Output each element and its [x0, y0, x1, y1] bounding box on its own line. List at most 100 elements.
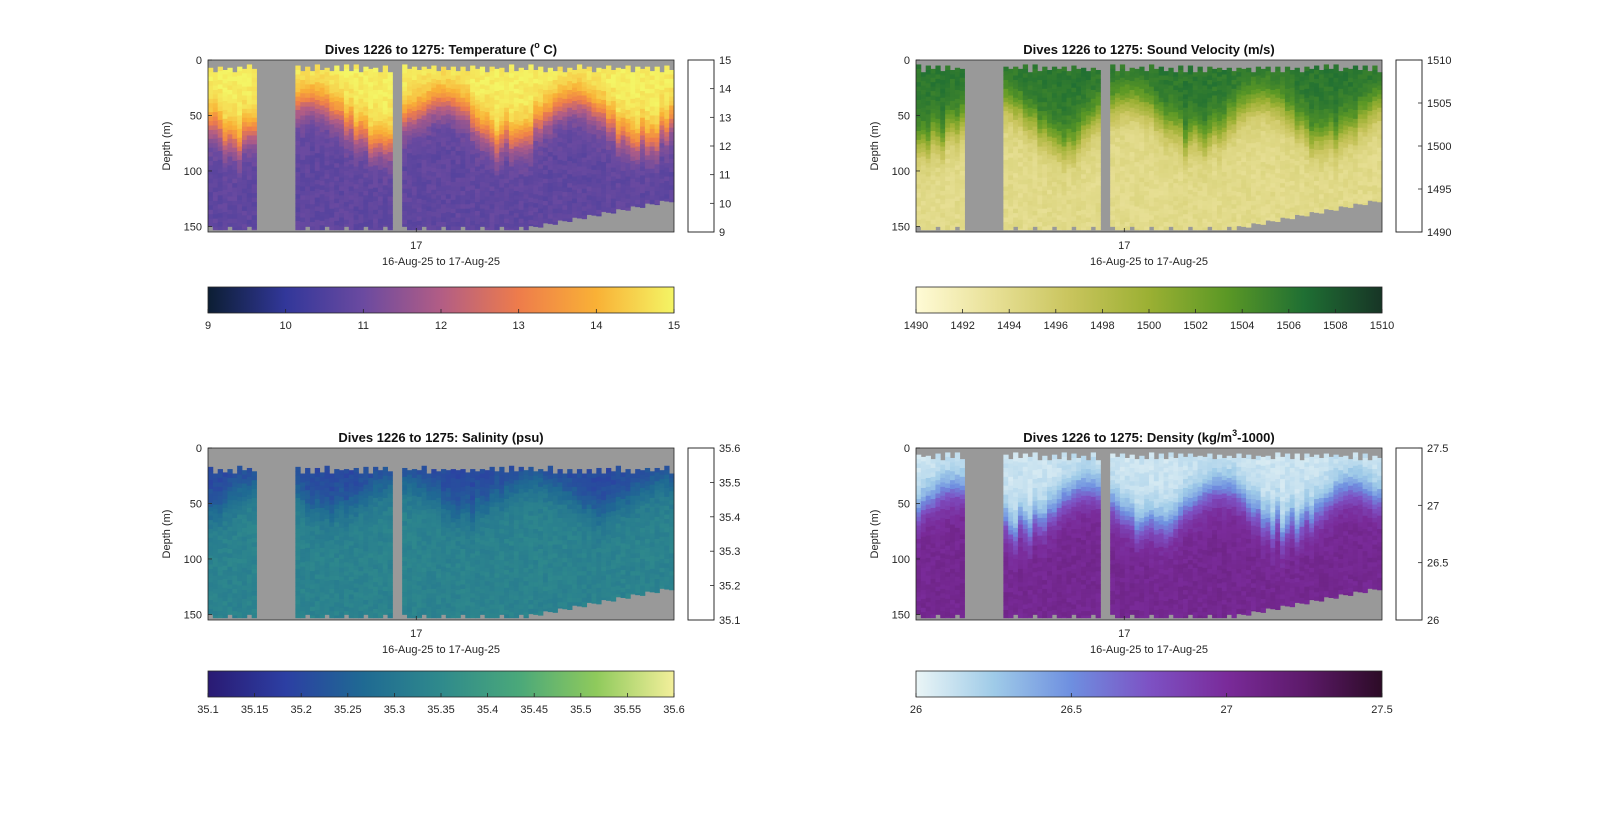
- data-cell: [1042, 66, 1048, 72]
- y-tick-label: 150: [184, 221, 202, 233]
- data-cell: [348, 226, 355, 231]
- data-cell: [920, 89, 927, 95]
- data-cell: [916, 184, 922, 190]
- data-cell: [436, 150, 442, 156]
- data-cell: [625, 109, 631, 115]
- data-cell: [542, 129, 549, 135]
- data-cell: [217, 168, 223, 174]
- data-cell: [295, 163, 301, 169]
- data-cell: [373, 205, 379, 211]
- data-cell: [508, 184, 515, 190]
- data-cell: [1003, 124, 1009, 130]
- data-cell: [669, 141, 675, 146]
- data-cell: [1178, 109, 1184, 115]
- data-cell: [1008, 157, 1014, 163]
- data-cell: [1022, 86, 1029, 92]
- data-cell: [920, 209, 927, 215]
- data-cell: [251, 175, 257, 181]
- data-cell: [363, 79, 369, 85]
- data-cell: [324, 67, 330, 73]
- data-cell: [300, 106, 306, 112]
- data-cell: [1163, 159, 1169, 165]
- data-cell: [916, 126, 922, 132]
- data-cell: [460, 124, 466, 130]
- data-cell: [479, 75, 486, 81]
- data-cell: [630, 196, 636, 202]
- data-cell: [954, 169, 961, 175]
- data-cell: [1071, 203, 1077, 208]
- data-cell: [416, 74, 422, 80]
- data-cell: [251, 162, 257, 167]
- data-cell: [1197, 217, 1203, 223]
- data-cell: [1003, 106, 1009, 112]
- data-cell: [1192, 116, 1198, 122]
- data-cell: [241, 206, 248, 212]
- data-cell: [518, 112, 524, 117]
- data-cell: [295, 220, 301, 226]
- data-cell: [591, 81, 597, 86]
- data-cell: [1013, 88, 1019, 94]
- data-cell: [237, 173, 243, 179]
- data-cell: [339, 199, 345, 205]
- data-cell: [518, 81, 524, 86]
- data-cell: [538, 102, 544, 108]
- data-cell: [1042, 106, 1048, 112]
- data-cell: [1085, 182, 1092, 187]
- data-cell: [552, 111, 558, 116]
- data-cell: [348, 137, 355, 143]
- data-cell: [533, 109, 539, 115]
- data-cell: [1163, 208, 1169, 214]
- data-cell: [407, 202, 413, 207]
- data-cell: [237, 150, 243, 156]
- data-cell: [562, 165, 568, 171]
- data-cell: [1168, 138, 1174, 144]
- data-cell: [484, 103, 490, 109]
- data-cell: [305, 177, 311, 183]
- data-cell: [227, 67, 233, 73]
- data-cell: [620, 135, 626, 141]
- data-cell: [314, 157, 321, 163]
- data-cell: [387, 192, 393, 197]
- data-cell: [407, 139, 413, 145]
- data-cell: [1168, 169, 1174, 175]
- data-cell: [1061, 217, 1067, 223]
- data-cell: [460, 119, 466, 125]
- data-cell: [363, 97, 369, 103]
- data-cell: [368, 197, 374, 203]
- data-cell: [567, 116, 573, 122]
- data-cell: [954, 94, 961, 100]
- data-cell: [382, 225, 388, 227]
- data-cell: [1047, 220, 1053, 226]
- data-cell: [1139, 133, 1145, 139]
- data-cell: [557, 66, 563, 72]
- data-cell: [343, 153, 350, 159]
- data-cell: [1202, 187, 1208, 193]
- data-cell: [1192, 223, 1198, 228]
- data-cell: [508, 86, 515, 92]
- data-cell: [474, 117, 481, 123]
- data-cell: [382, 189, 388, 195]
- data-cell: [935, 65, 941, 71]
- data-cell: [382, 194, 388, 200]
- data-cell: [601, 91, 607, 96]
- data-cell: [1124, 182, 1130, 187]
- data-cell: [445, 123, 452, 129]
- data-cell: [1071, 69, 1077, 75]
- data-cell: [1134, 91, 1140, 96]
- data-cell: [935, 92, 941, 98]
- data-cell: [538, 71, 544, 76]
- data-cell: [416, 136, 422, 142]
- data-cell: [314, 86, 321, 92]
- data-cell: [916, 206, 922, 212]
- data-cell: [659, 147, 665, 153]
- data-cell: [217, 186, 223, 192]
- data-cell: [518, 103, 524, 109]
- data-cell: [484, 169, 490, 175]
- data-cell: [1051, 106, 1058, 112]
- data-cell: [1134, 184, 1140, 190]
- data-cell: [586, 66, 592, 72]
- data-cell: [581, 197, 588, 203]
- data-cell: [470, 118, 476, 124]
- data-cell: [1134, 108, 1140, 114]
- data-cell: [241, 193, 248, 198]
